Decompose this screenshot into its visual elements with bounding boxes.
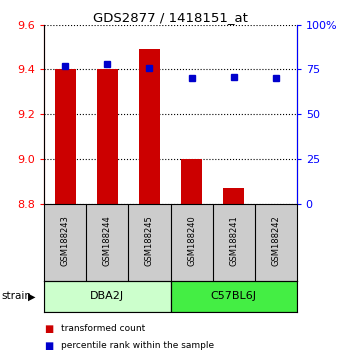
Text: GSM188242: GSM188242 [271,216,280,266]
Title: GDS2877 / 1418151_at: GDS2877 / 1418151_at [93,11,248,24]
Bar [170,281,297,312]
Text: GSM188243: GSM188243 [61,216,70,266]
Text: GSM188245: GSM188245 [145,216,154,266]
Text: ■: ■ [44,324,54,333]
Bar [139,49,160,204]
Text: ■: ■ [44,341,54,350]
Bar [181,159,202,204]
Text: GSM188241: GSM188241 [229,216,238,266]
Bar [223,188,244,204]
Text: DBA2J: DBA2J [90,291,124,302]
Bar [44,281,170,312]
Text: transformed count: transformed count [61,324,146,333]
Text: ▶: ▶ [28,291,36,302]
Bar [97,69,118,204]
Text: strain: strain [2,291,32,302]
Text: GSM188240: GSM188240 [187,216,196,266]
Text: percentile rank within the sample: percentile rank within the sample [61,341,214,350]
Text: C57BL6J: C57BL6J [211,291,256,302]
Bar [55,69,76,204]
Text: GSM188244: GSM188244 [103,216,112,266]
